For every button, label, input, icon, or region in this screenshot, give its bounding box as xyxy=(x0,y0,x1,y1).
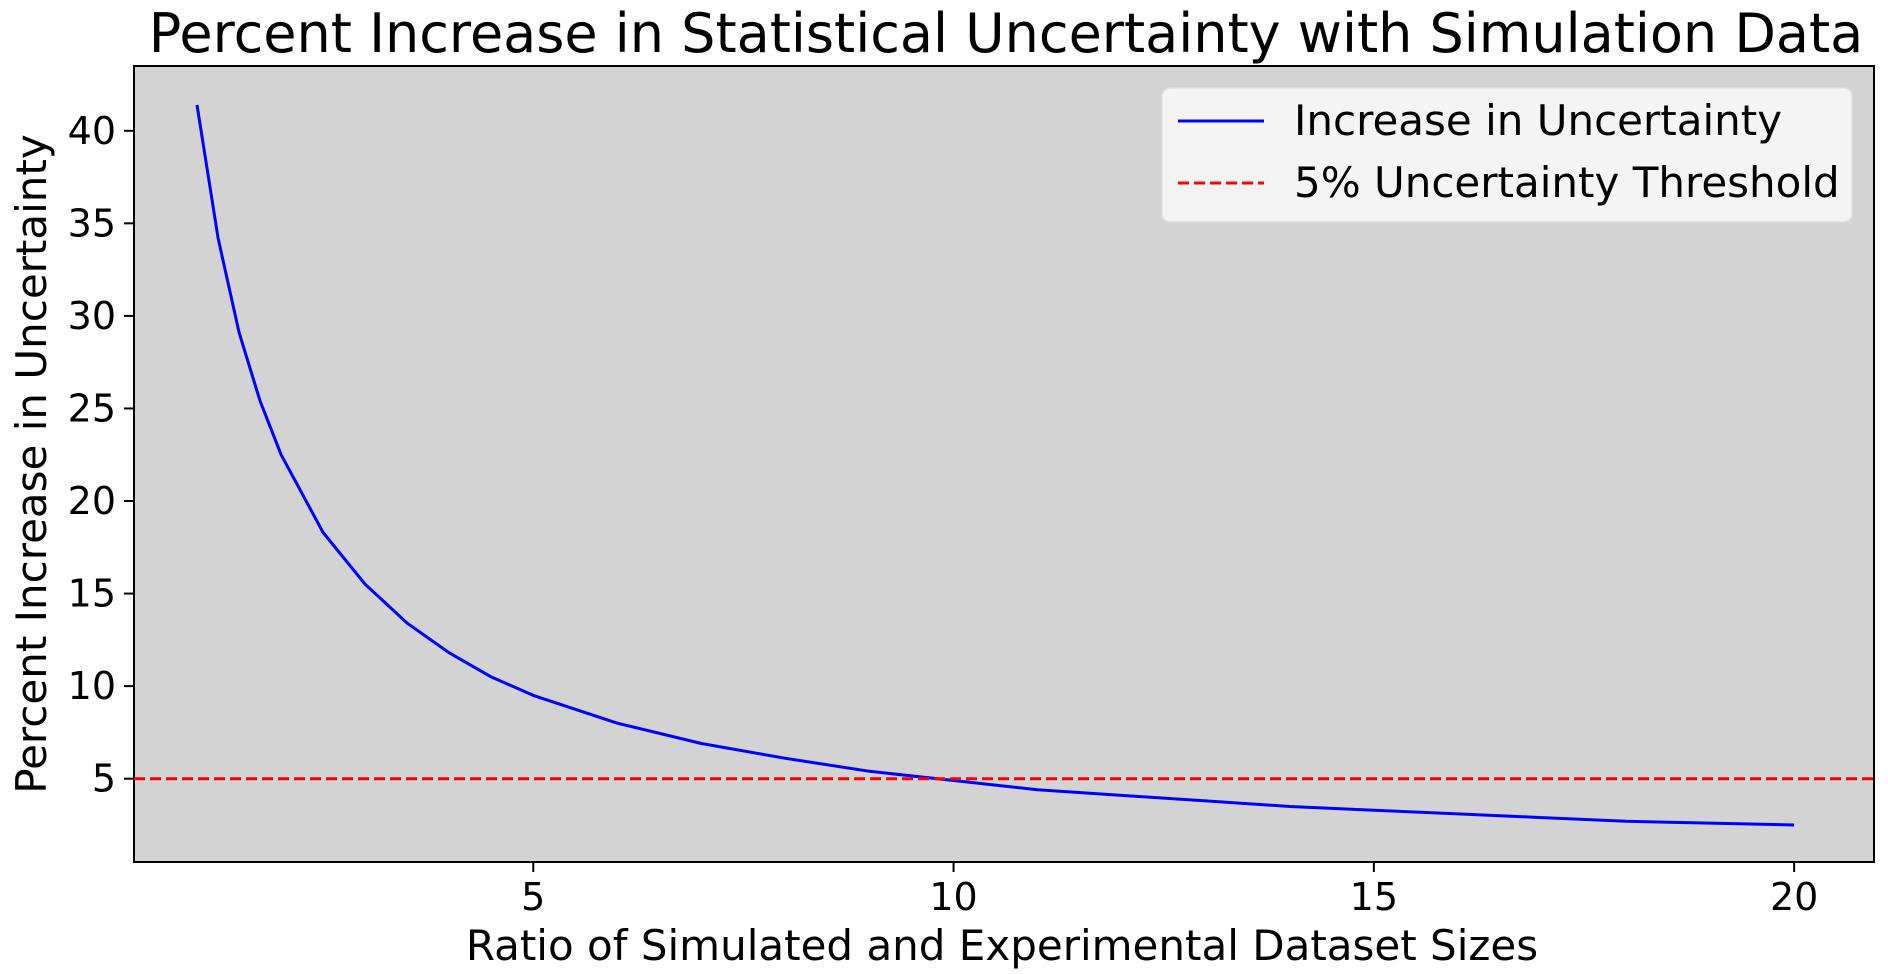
y-tick-label: 20 xyxy=(68,479,116,523)
x-tick-label: 10 xyxy=(929,875,977,919)
x-axis-label: Ratio of Simulated and Experimental Data… xyxy=(466,921,1538,970)
y-tick-label: 10 xyxy=(68,664,116,708)
y-tick-label: 25 xyxy=(68,386,116,430)
y-tick-label: 35 xyxy=(68,201,116,245)
x-tick-label: 20 xyxy=(1770,875,1818,919)
chart-title: Percent Increase in Statistical Uncertai… xyxy=(149,2,1864,65)
x-tick-label: 5 xyxy=(521,875,545,919)
y-tick-label: 40 xyxy=(68,109,116,153)
legend-label-threshold: 5% Uncertainty Threshold xyxy=(1294,158,1840,207)
y-axis-label: Percent Increase in Uncertainty xyxy=(7,134,56,794)
y-tick-label: 30 xyxy=(68,294,116,338)
legend: Increase in Uncertainty 5% Uncertainty T… xyxy=(1161,87,1853,223)
legend-box xyxy=(1161,87,1853,223)
y-axis-ticks: 5 10 15 20 25 30 35 40 xyxy=(68,109,134,801)
y-tick-label: 5 xyxy=(92,757,116,801)
x-axis-ticks: 5 10 15 20 xyxy=(521,862,1818,919)
y-tick-label: 15 xyxy=(68,572,116,616)
legend-label-increase: Increase in Uncertainty xyxy=(1294,96,1782,145)
uncertainty-line xyxy=(195,104,1795,827)
x-tick-label: 15 xyxy=(1350,875,1398,919)
plot-lines xyxy=(134,104,1874,827)
